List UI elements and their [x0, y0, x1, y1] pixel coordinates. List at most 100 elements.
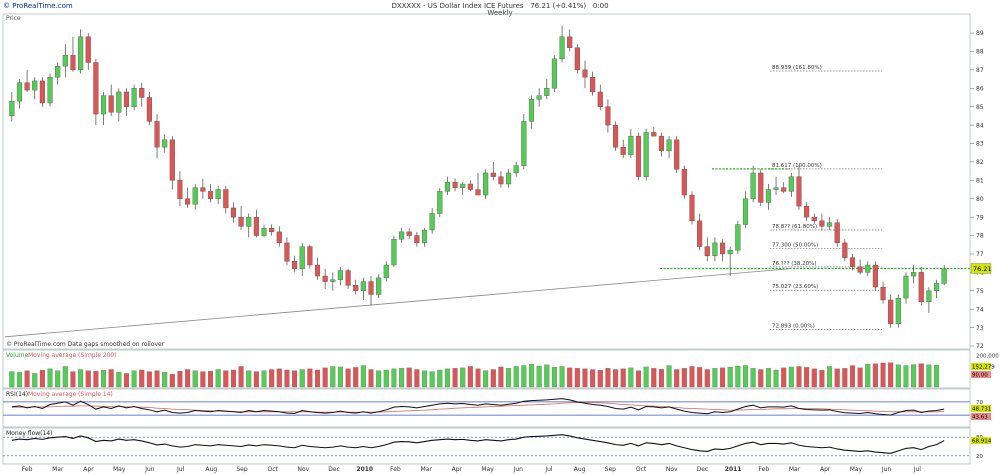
volume-bar [292, 370, 298, 388]
volume-bar [383, 369, 389, 388]
volume-bar [498, 366, 504, 388]
candle-body [391, 239, 397, 266]
volume-bar [681, 368, 687, 388]
volume-bar [276, 368, 282, 388]
candle-body [62, 54, 68, 67]
rsi-tag [971, 405, 991, 412]
candle-body [246, 216, 252, 227]
volume-label: Volume [6, 352, 29, 359]
candle-body [230, 207, 237, 218]
volume-bar [528, 363, 535, 388]
rsi-tag-label: 48.731 [972, 407, 991, 413]
volume-bar [368, 369, 374, 388]
volume-bar [154, 370, 160, 388]
candle-body [100, 95, 107, 115]
volume-bar [345, 368, 351, 388]
volume-bar [284, 369, 290, 388]
volume-bar [666, 365, 672, 388]
volume-bar [727, 367, 733, 388]
candle-body [108, 95, 114, 113]
volume-bar [811, 368, 817, 388]
volume-bar [16, 372, 22, 388]
candle-body [628, 135, 634, 155]
candle-body [880, 286, 886, 301]
candle-body [383, 264, 389, 279]
candle-body [559, 36, 565, 60]
volume-bar [101, 370, 107, 388]
candle-body [55, 65, 61, 78]
volume-bar [314, 369, 321, 388]
x-axis-label: Oct [636, 466, 647, 473]
price-tick-label: 88 [976, 49, 984, 56]
candle-body [750, 172, 756, 199]
volume-bar [483, 370, 489, 388]
volume-bar [169, 374, 175, 388]
candle-body [116, 91, 122, 113]
candle-body [742, 198, 749, 225]
volume-tick-label: 200,000 [976, 354, 999, 360]
volume-bar [429, 371, 435, 388]
candle-body [719, 242, 726, 255]
candle-body [200, 187, 206, 192]
candle-body [590, 77, 596, 93]
candle-body [78, 36, 84, 71]
volume-bar [674, 369, 680, 388]
volume-bar [490, 369, 496, 388]
candle-body [865, 264, 871, 273]
volume-bar [116, 371, 122, 388]
volume-bar [559, 366, 565, 388]
volume-bar [322, 367, 328, 388]
volume-bar [353, 367, 359, 388]
x-axis-label: 2011 [725, 466, 742, 473]
candle-body [773, 187, 779, 190]
candle-body [360, 281, 366, 291]
candle-body [643, 132, 649, 177]
volume-bar [857, 367, 863, 388]
volume-bar [246, 370, 252, 388]
trendline [4, 268, 791, 338]
candle-body [804, 205, 810, 218]
volume-bar [230, 369, 236, 388]
volume-bar [452, 368, 458, 388]
volume-bar [78, 369, 84, 388]
volume-bar [444, 368, 450, 388]
price-tick-label: 73 [976, 325, 984, 332]
candle-body [261, 227, 267, 236]
candle-body [521, 121, 527, 166]
candle-body [39, 80, 45, 104]
candle-body [781, 187, 787, 192]
candle-body [582, 69, 588, 78]
candle-body [788, 176, 794, 192]
candle-body [276, 231, 282, 244]
volume-bar [544, 364, 550, 388]
candle-body [895, 297, 901, 325]
candle-body [819, 220, 825, 227]
candle-body [620, 146, 626, 155]
rsi-label: RSI(14) [6, 391, 28, 398]
price-tick-label: 83 [976, 141, 984, 148]
candle-body [758, 172, 764, 203]
price-panel-label: Price [6, 15, 21, 22]
volume-bar [414, 369, 420, 388]
volume-bar [261, 370, 267, 388]
candle-body [123, 91, 130, 107]
candle-body [452, 181, 458, 188]
volume-bar [567, 367, 573, 388]
candle-body [215, 189, 221, 199]
moneyflow-label: Money flow(14) [6, 430, 52, 437]
candle-body [345, 270, 351, 286]
volume-bar [613, 369, 619, 388]
volume-bar [658, 369, 664, 388]
volume-bar [872, 363, 878, 388]
candle-body [131, 88, 137, 107]
volume-bar [605, 368, 611, 388]
candle-body [368, 281, 374, 295]
candle-body [207, 191, 214, 199]
x-axis-label: May [850, 466, 863, 473]
volume-bar [39, 370, 45, 388]
volume-tag-label: 152,279 [972, 365, 995, 371]
volume-bar [895, 364, 901, 388]
price-tick-label: 82 [976, 159, 984, 166]
candle-body [314, 264, 321, 277]
